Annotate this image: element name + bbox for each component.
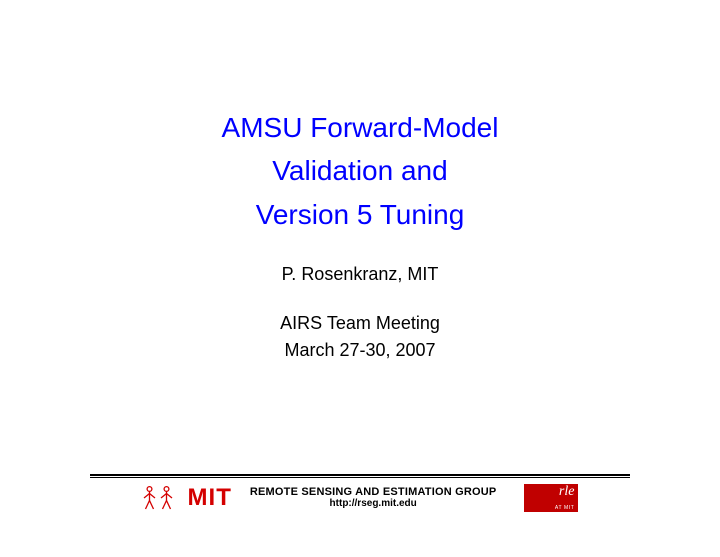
author: P. Rosenkranz, MIT [28, 264, 692, 285]
group-block: REMOTE SENSING AND ESTIMATION GROUP http… [250, 487, 497, 509]
rle-badge: rle AT MIT [524, 484, 578, 512]
meta-block: P. Rosenkranz, MIT AIRS Team Meeting Mar… [28, 264, 692, 361]
title-line-2: Validation and [28, 149, 692, 192]
footer: MIT REMOTE SENSING AND ESTIMATION GROUP … [0, 474, 720, 512]
group-url: http://rseg.mit.edu [250, 499, 497, 510]
slide: AMSU Forward-Model Validation and Versio… [0, 0, 720, 557]
rle-text: rle [524, 485, 578, 499]
date: March 27-30, 2007 [28, 340, 692, 361]
title-line-1: AMSU Forward-Model [28, 106, 692, 149]
footer-rule [90, 474, 630, 478]
mit-mascot-icon [142, 485, 174, 511]
slide-content: AMSU Forward-Model Validation and Versio… [28, 28, 692, 529]
rle-subtext: AT MIT [524, 506, 578, 511]
mit-logo-text: MIT [188, 484, 232, 512]
title-block: AMSU Forward-Model Validation and Versio… [28, 106, 692, 236]
group-name: REMOTE SENSING AND ESTIMATION GROUP [250, 487, 497, 499]
meeting: AIRS Team Meeting [28, 313, 692, 334]
title-line-3: Version 5 Tuning [28, 193, 692, 236]
footer-row: MIT REMOTE SENSING AND ESTIMATION GROUP … [0, 484, 720, 512]
